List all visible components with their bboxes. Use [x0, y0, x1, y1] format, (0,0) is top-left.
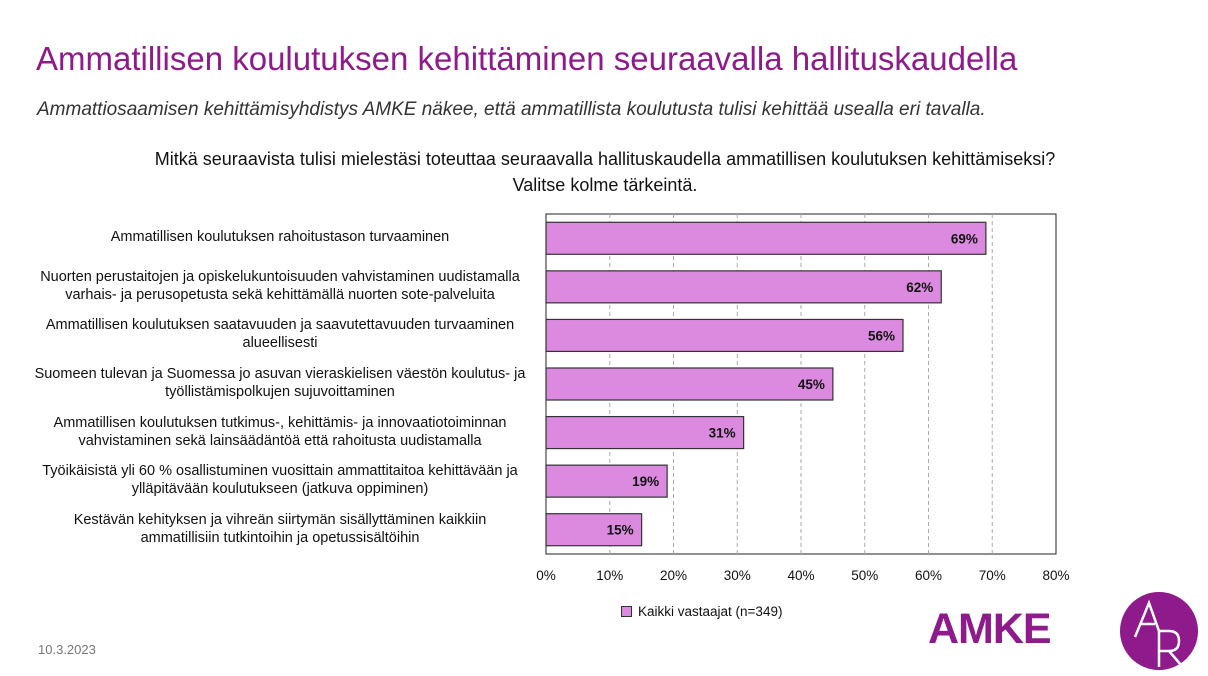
slide-date: 10.3.2023: [38, 642, 96, 657]
x-tick-label: 30%: [724, 568, 751, 583]
data-label: 45%: [798, 377, 825, 392]
data-label: 19%: [632, 474, 659, 489]
page-subtitle: Ammattiosaamisen kehittämisyhdistys AMKE…: [37, 99, 986, 120]
chart-legend: Kaikki vastaajat (n=349): [621, 604, 782, 619]
legend-label: Kaikki vastaajat (n=349): [638, 604, 783, 619]
bar: [545, 221, 987, 255]
x-tick-label: 0%: [536, 568, 556, 583]
category-label-line: Ammatillisen koulutuksen saatavuuden ja …: [45, 317, 515, 334]
category-label-line: Suomeen tulevan ja Suomessa jo asuvan vi…: [34, 366, 526, 382]
chart-title: Mitkä seuraavista tulisi mielestäsi tote…: [154, 149, 1056, 195]
category-label-line: ammatillisiin tutkintoihin ja opetussisä…: [140, 529, 420, 546]
category-label-line: vahvistaminen sekä lainsäädäntöä että ra…: [78, 432, 482, 449]
category-label-line: Ammatillisen koulutuksen tutkimus-, kehi…: [53, 414, 507, 431]
x-tick-label: 40%: [787, 568, 814, 583]
data-label: 62%: [906, 280, 933, 295]
category-label: Ammatillisen koulutuksen rahoitustason t…: [30, 228, 530, 246]
category-label-line: ylläpitävään koulutukseen (jatkuva oppim…: [131, 481, 429, 498]
category-label: Nuorten perustaitojen ja opiskelukuntois…: [30, 268, 530, 304]
bar: [545, 513, 643, 547]
category-label: Suomeen tulevan ja Suomessa jo asuvan vi…: [30, 365, 530, 401]
x-tick-label: 10%: [596, 568, 623, 583]
x-tick-label: 70%: [979, 568, 1006, 583]
x-tick-label: 20%: [660, 568, 687, 583]
x-tick-label: 60%: [915, 568, 942, 583]
x-tick-label: 50%: [851, 568, 878, 583]
amke-logo: AMKE: [928, 605, 1052, 653]
bar: [545, 367, 834, 401]
category-label-line: alueellisesti: [242, 335, 318, 352]
category-label-line: työllistämispolkujen sujuvoittaminen: [165, 384, 395, 400]
category-label-line: Ammatillisen koulutuksen rahoitustason t…: [110, 229, 450, 246]
category-label: Työikäisistä yli 60 % osallistuminen vuo…: [30, 462, 530, 498]
data-label: 69%: [951, 231, 978, 246]
data-label: 56%: [868, 328, 895, 343]
data-label: 31%: [709, 426, 736, 441]
legend-swatch: [621, 606, 632, 617]
category-label: Ammatillisen koulutuksen saatavuuden ja …: [30, 316, 530, 352]
ar-logo-icon: [1120, 592, 1198, 670]
category-label-line: Työikäisistä yli 60 % osallistuminen vuo…: [42, 463, 518, 480]
category-label-line: Nuorten perustaitojen ja opiskelukuntois…: [40, 268, 520, 285]
category-label-line: varhais- ja perusopetusta sekä kehittämä…: [65, 286, 495, 303]
bar: [545, 270, 942, 304]
category-label: Kestävän kehityksen ja vihreän siirtymän…: [30, 511, 530, 547]
data-label: 15%: [607, 523, 634, 538]
x-tick-label: 80%: [1042, 568, 1069, 583]
category-label-line: Kestävän kehityksen ja vihreän siirtymän…: [73, 511, 487, 528]
bar: [545, 318, 904, 353]
bar: [545, 415, 745, 450]
bar: [545, 464, 668, 498]
page-title: Ammatillisen koulutuksen kehittäminen se…: [36, 40, 1018, 77]
category-label: Ammatillisen koulutuksen tutkimus-, kehi…: [30, 414, 530, 450]
